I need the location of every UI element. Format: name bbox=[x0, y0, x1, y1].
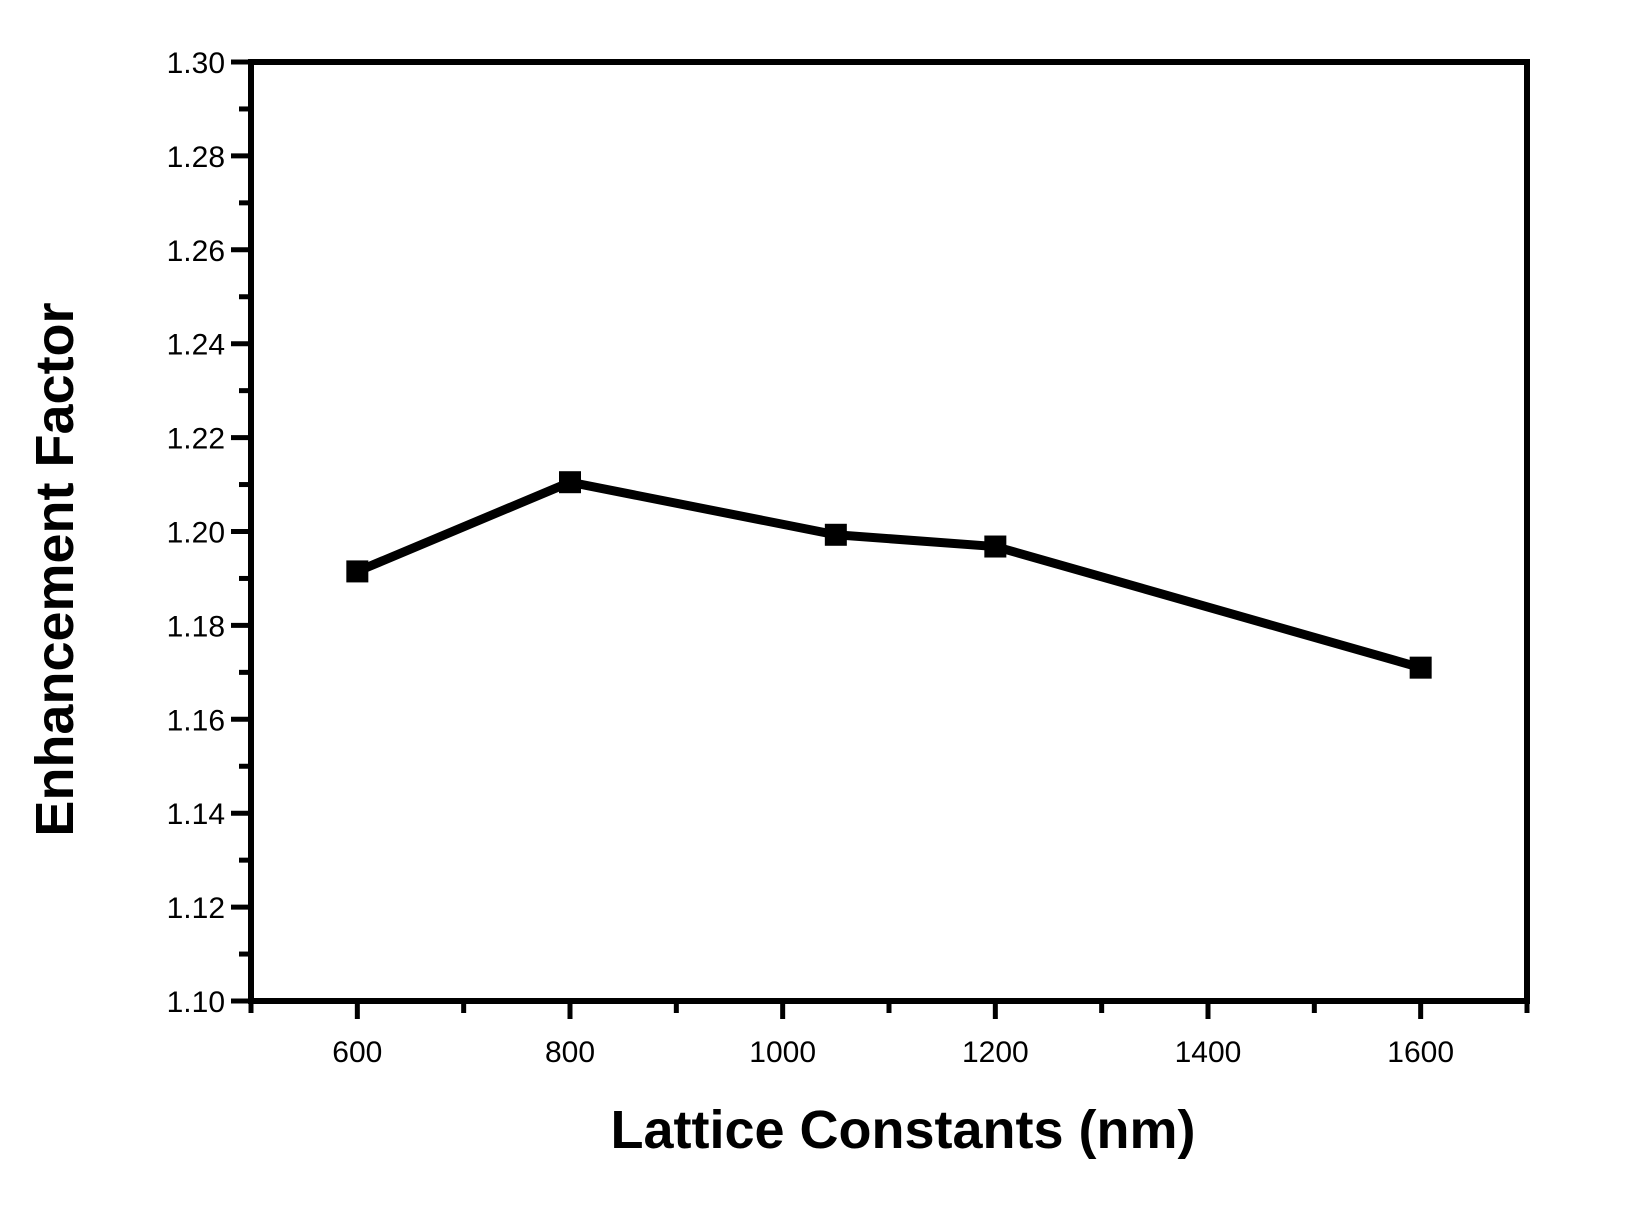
y-tick-labels: 1.10 1.12 1.14 1.16 1.18 1.20 1.22 1.24 1.26 1.28… bbox=[167, 47, 225, 1019]
y-tick-label: 1.20 bbox=[167, 517, 225, 550]
y-tick-label: 1.28 bbox=[167, 141, 225, 174]
y-tick-label: 1.24 bbox=[167, 329, 225, 362]
y-tick-label: 1.22 bbox=[167, 423, 225, 456]
y-tick-label: 1.14 bbox=[167, 798, 225, 831]
x-tick-label: 1000 bbox=[749, 1036, 816, 1069]
x-tick-labels: 600 800 1000 1200 1400 1600 bbox=[332, 1036, 1454, 1069]
x-axis-title: Lattice Constants (nm) bbox=[610, 1100, 1195, 1160]
y-axis-title: Enhancement Factor bbox=[25, 302, 85, 836]
y-tick-label: 1.10 bbox=[167, 986, 225, 1019]
data-point bbox=[346, 560, 369, 583]
series-line bbox=[355, 477, 1422, 672]
plot-frame bbox=[248, 59, 1530, 1004]
x-tick-label: 1600 bbox=[1387, 1036, 1454, 1069]
data-point bbox=[984, 535, 1007, 558]
y-tick-label: 1.26 bbox=[167, 235, 225, 268]
series-markers bbox=[346, 471, 1432, 679]
x-tick-label: 800 bbox=[545, 1036, 595, 1069]
data-point bbox=[1409, 656, 1432, 679]
x-tick-label: 600 bbox=[332, 1036, 382, 1069]
y-tick-label: 1.16 bbox=[167, 704, 225, 737]
y-tick-label: 1.30 bbox=[167, 47, 225, 80]
x-tick-label: 1400 bbox=[1175, 1036, 1242, 1069]
x-tick-label: 1200 bbox=[962, 1036, 1029, 1069]
y-tick-label: 1.18 bbox=[167, 610, 225, 643]
y-tick-label: 1.12 bbox=[167, 892, 225, 925]
data-point bbox=[824, 523, 847, 546]
data-point bbox=[559, 471, 581, 494]
